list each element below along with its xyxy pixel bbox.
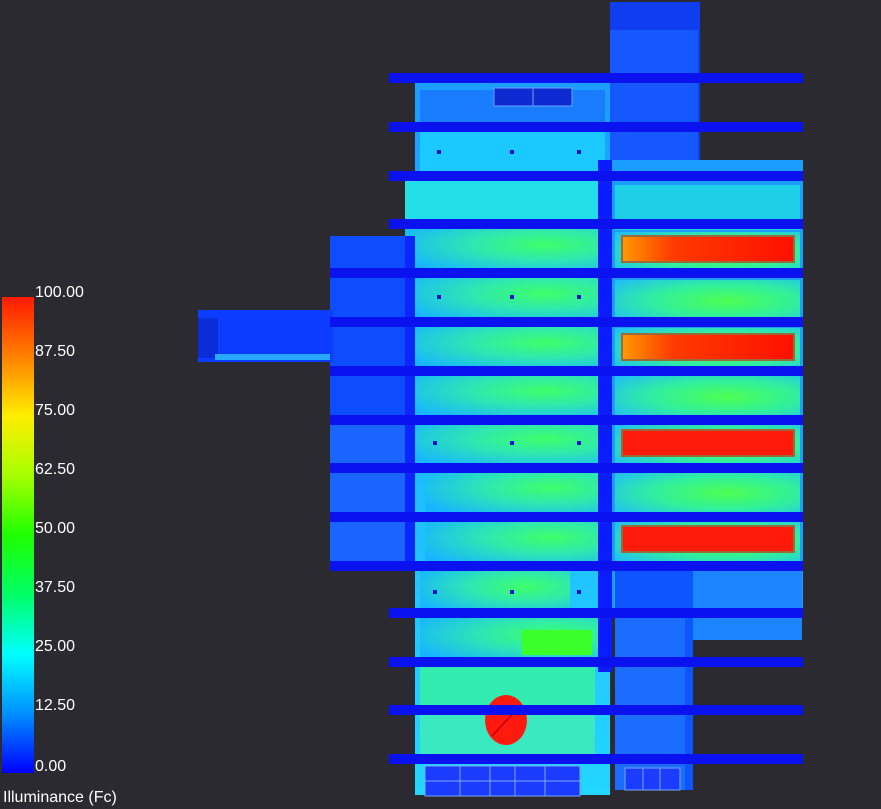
ceiling-dot bbox=[510, 441, 514, 445]
building-model[interactable] bbox=[198, 2, 803, 797]
legend-tick-75: 75.00 bbox=[35, 402, 76, 419]
floor-slab bbox=[330, 268, 803, 278]
ceiling-dot bbox=[437, 295, 441, 299]
annex-lower-shadow bbox=[330, 420, 405, 566]
ceiling-dot bbox=[577, 150, 581, 154]
ceiling-dot bbox=[577, 590, 581, 594]
floor-slab bbox=[389, 705, 803, 715]
right-lower bbox=[690, 570, 802, 640]
floor-slab bbox=[389, 657, 803, 667]
ceiling-dot bbox=[437, 150, 441, 154]
floor-slab bbox=[330, 561, 803, 571]
roof-shaft-face bbox=[610, 30, 698, 160]
floor-slab bbox=[389, 122, 803, 132]
room-level-6 bbox=[405, 374, 605, 416]
floor-slab bbox=[389, 171, 803, 181]
floor-slab bbox=[389, 608, 803, 618]
room-level-4 bbox=[405, 276, 605, 320]
light-fixture-3 bbox=[621, 429, 795, 457]
side-arm-face bbox=[198, 318, 218, 358]
side-arm-sill bbox=[215, 354, 330, 360]
floor-slab bbox=[330, 463, 803, 473]
ceiling-dot bbox=[510, 150, 514, 154]
room-level-8 bbox=[425, 470, 605, 514]
legend-color-bar bbox=[2, 297, 34, 773]
column-left-annex bbox=[405, 236, 415, 566]
ceiling-light-dots bbox=[433, 150, 581, 594]
room-level-10 bbox=[420, 570, 570, 612]
ceiling-dot bbox=[577, 295, 581, 299]
ceiling-dot bbox=[510, 590, 514, 594]
floor-grille-small bbox=[624, 767, 681, 791]
room-level-3 bbox=[405, 228, 605, 270]
floor-slab bbox=[330, 366, 803, 376]
ceiling-dot bbox=[433, 441, 437, 445]
legend-title: Illuminance (Fc) bbox=[3, 789, 117, 806]
legend-tick-100: 100.00 bbox=[35, 284, 84, 301]
bright-panel bbox=[522, 630, 592, 655]
floor-slab bbox=[389, 73, 803, 83]
right-room-5 bbox=[615, 376, 800, 418]
ceiling-dot bbox=[510, 295, 514, 299]
legend-tick-37-5: 37.50 bbox=[35, 579, 76, 596]
light-fixture-4 bbox=[621, 525, 795, 553]
floor-slab bbox=[330, 415, 803, 425]
legend-tick-25: 25.00 bbox=[35, 638, 76, 655]
floor-grille-small-lines bbox=[642, 768, 661, 790]
right-room-7 bbox=[615, 472, 800, 514]
light-fixture-1 bbox=[621, 235, 795, 263]
floor-slab bbox=[330, 512, 803, 522]
floor-slab bbox=[389, 219, 803, 229]
right-room-3 bbox=[615, 280, 800, 322]
ceiling-dot bbox=[577, 441, 581, 445]
legend-tick-50: 50.00 bbox=[35, 520, 76, 537]
ceiling-dot bbox=[433, 590, 437, 594]
floor-slab bbox=[389, 754, 803, 764]
side-arm bbox=[198, 310, 333, 362]
floor-slabs bbox=[330, 73, 803, 764]
floor-grille-lines bbox=[425, 766, 580, 796]
legend-tick-12-5: 12.50 bbox=[35, 697, 76, 714]
room-level-9 bbox=[425, 520, 605, 564]
room-level-2 bbox=[405, 180, 605, 222]
light-fixture-2 bbox=[621, 333, 795, 361]
legend-tick-87-5: 87.50 bbox=[35, 343, 76, 360]
room-level-5 bbox=[405, 326, 605, 368]
floor-slab bbox=[330, 317, 803, 327]
legend-tick-0: 0.00 bbox=[35, 758, 67, 775]
legend-tick-62-5: 62.50 bbox=[35, 461, 76, 478]
room-level-7 bbox=[405, 422, 605, 464]
